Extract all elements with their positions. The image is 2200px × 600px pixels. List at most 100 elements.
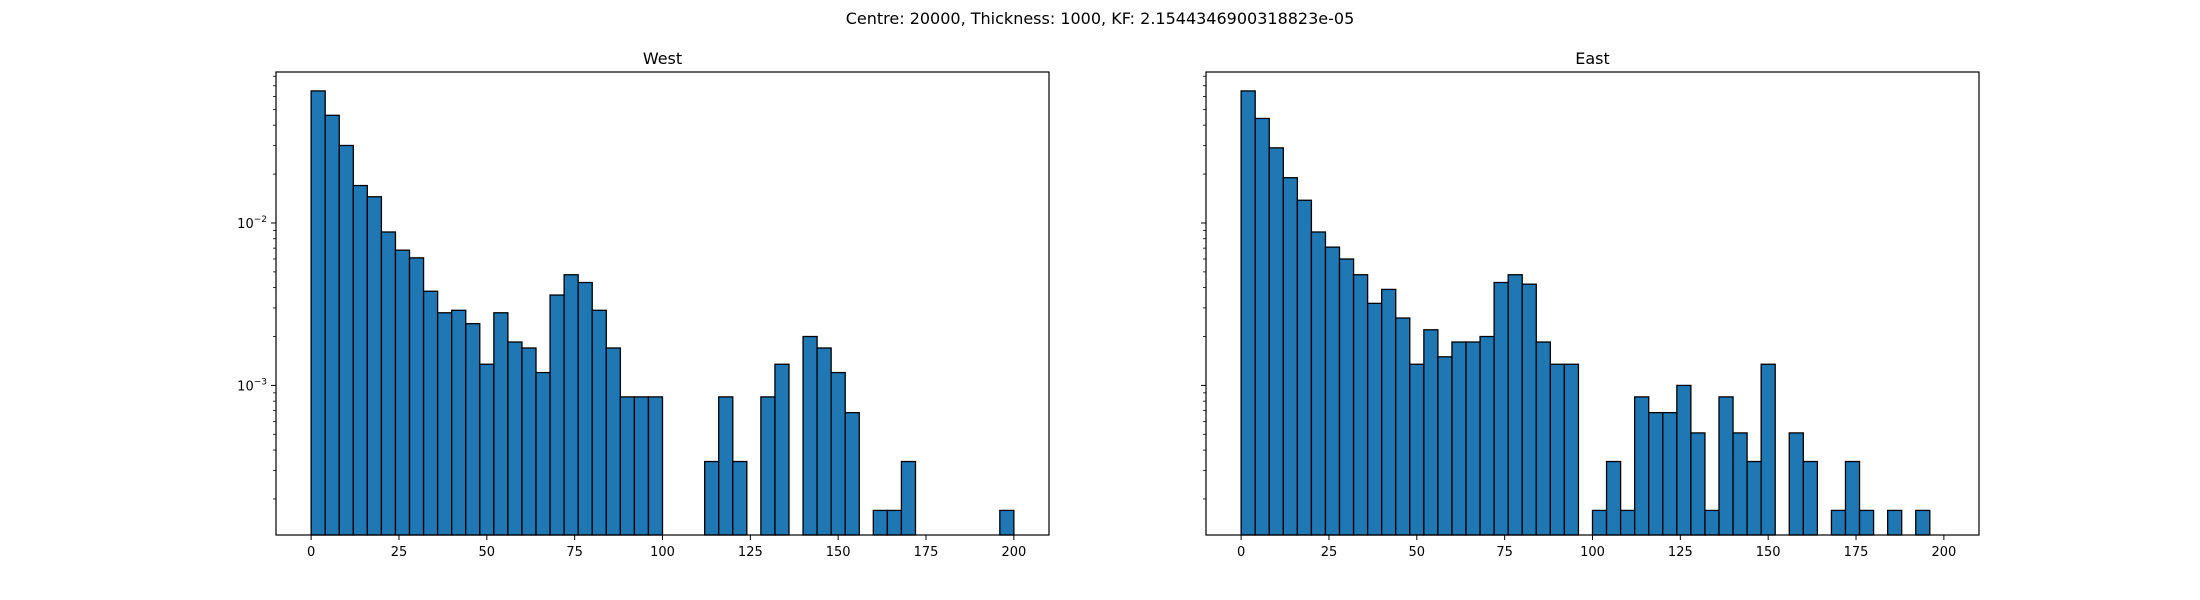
west-bar (760, 396, 776, 536)
east-x-tick-label: 200 (1931, 545, 1956, 560)
west-bar (394, 249, 411, 536)
east-bar (1535, 341, 1551, 536)
west-bar (619, 396, 636, 536)
east-axes-frame (1205, 71, 1980, 536)
east-bar (1886, 509, 1903, 536)
west-x-tick-label: 100 (650, 545, 675, 560)
east-bar (1268, 147, 1284, 536)
west-bar (774, 363, 790, 536)
east-bar (1704, 509, 1720, 536)
east-x-tick-label: 75 (1496, 545, 1513, 560)
east-bar (1634, 396, 1650, 536)
west-x-tick-label: 25 (391, 545, 408, 560)
west-x-tick-label: 150 (826, 545, 851, 560)
west-bar (366, 196, 383, 536)
west-bar (535, 371, 551, 536)
east-bar (1296, 199, 1313, 536)
west-bar (310, 90, 326, 536)
east-x-tick-label: 0 (1237, 545, 1245, 560)
east-x-tick-label: 25 (1321, 545, 1338, 560)
east-bar (1409, 363, 1425, 536)
west-bar (338, 144, 354, 536)
east-bar (1760, 363, 1776, 536)
east-x-axis: 0 25 50 75 100 125 150 175 200 (1237, 535, 1956, 560)
west-bar (493, 312, 509, 536)
east-bar (1310, 231, 1327, 536)
east-bar (1802, 460, 1819, 536)
east-bar (1479, 335, 1495, 536)
east-panel: East 0 25 50 75 100 125 150 175 200 (1201, 49, 1980, 560)
east-bar (1352, 274, 1369, 536)
east-bar (1830, 509, 1847, 536)
west-x-axis: 0 25 50 75 100 125 150 175 200 (307, 535, 1026, 560)
east-panel-title: East (1575, 49, 1610, 68)
east-bar (1493, 281, 1509, 536)
west-axes-frame (275, 71, 1050, 536)
east-bar (1254, 117, 1270, 536)
west-bar (647, 396, 664, 536)
east-bar (1381, 288, 1397, 536)
east-y-axis (1201, 75, 1206, 500)
east-x-tick-label: 175 (1844, 545, 1869, 560)
west-bar (479, 363, 495, 536)
east-bar (1915, 509, 1931, 536)
west-x-tick-label: 200 (1001, 545, 1026, 560)
west-bar (886, 509, 903, 536)
west-y-axis: 10−2 10−3 (237, 75, 276, 500)
west-bar (718, 396, 734, 536)
west-x-tick-label: 75 (566, 545, 583, 560)
east-x-tick-label: 125 (1668, 545, 1693, 560)
west-y-tick-label: 10−2 (237, 215, 267, 232)
east-bar (1591, 509, 1608, 536)
west-bar (380, 231, 397, 536)
east-bars (1240, 90, 1931, 536)
west-bar (999, 509, 1015, 536)
east-bar (1648, 411, 1664, 536)
east-bar (1563, 363, 1580, 536)
west-bar (872, 509, 889, 536)
west-x-tick-label: 175 (914, 545, 939, 560)
west-bar (704, 460, 720, 536)
east-x-tick-label: 150 (1756, 545, 1781, 560)
west-bar (563, 274, 579, 536)
east-bar (1619, 509, 1636, 536)
east-bar (1437, 356, 1453, 536)
east-bar (1858, 509, 1875, 536)
west-bar (732, 460, 748, 536)
east-bar (1282, 177, 1299, 536)
west-bar (577, 281, 593, 536)
east-bar (1844, 460, 1861, 536)
east-bar (1507, 274, 1523, 536)
west-bar (324, 114, 340, 536)
west-bar (830, 371, 846, 536)
west-bar (436, 312, 453, 536)
west-bar (549, 294, 565, 536)
east-bar (1423, 329, 1439, 536)
east-bar (1521, 283, 1537, 536)
east-bar (1324, 246, 1341, 536)
west-bar (465, 323, 481, 536)
west-x-tick-label: 50 (479, 545, 496, 560)
east-bar (1732, 432, 1748, 536)
east-bar (1366, 302, 1383, 536)
west-bar (451, 309, 467, 536)
west-panel-title: West (643, 49, 682, 68)
west-bar (422, 290, 439, 536)
west-bar (816, 347, 832, 536)
west-bar (591, 309, 607, 536)
west-bars (310, 90, 1015, 536)
west-y-tick-label: 10−3 (237, 377, 267, 394)
east-bar (1451, 341, 1467, 536)
west-bar (507, 341, 523, 536)
west-bar (352, 184, 369, 536)
east-bar (1788, 432, 1804, 536)
west-bar (521, 347, 537, 536)
east-bar (1338, 258, 1355, 536)
west-bar (408, 257, 425, 536)
west-bar (844, 411, 860, 536)
east-x-tick-label: 50 (1409, 545, 1426, 560)
west-panel: West 0 25 50 75 100 125 150 175 200 10−2 10−3 (237, 49, 1050, 560)
east-bar (1662, 411, 1678, 536)
west-x-tick-label: 125 (738, 545, 763, 560)
